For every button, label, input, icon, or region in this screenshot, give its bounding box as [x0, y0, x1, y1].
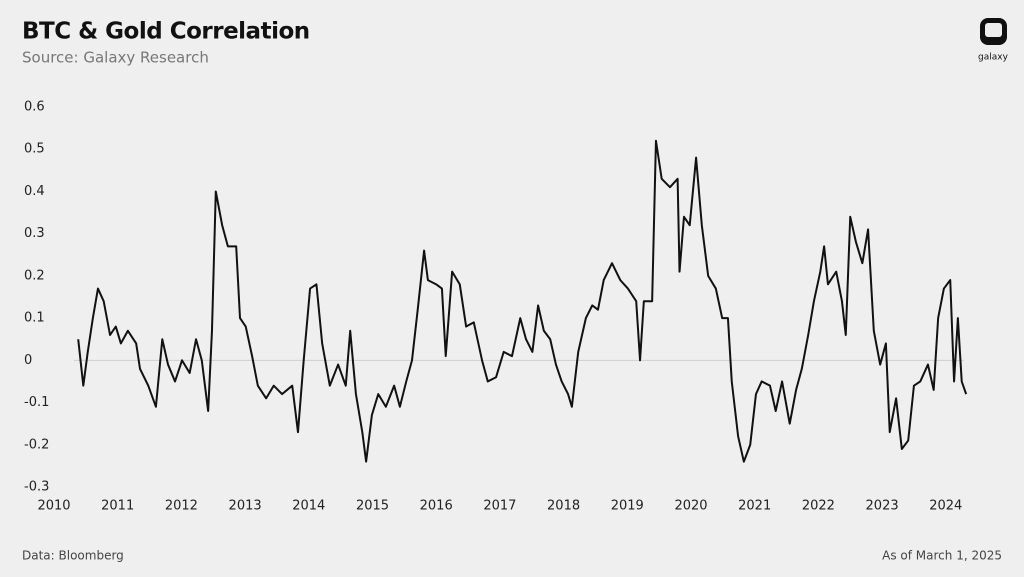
y-tick-label: 0.5 [24, 142, 45, 157]
y-tick-label: 0.4 [24, 184, 45, 199]
series-line [77, 139, 968, 463]
logo: galaxy [978, 18, 1009, 63]
x-tick-label: 2018 [547, 499, 580, 514]
x-tick-label: 2021 [738, 499, 771, 514]
x-tick-label: 2013 [229, 499, 262, 514]
y-tick-label: 0.1 [24, 311, 45, 326]
y-tick-label: -0.2 [24, 437, 49, 452]
x-tick-label: 2024 [929, 499, 962, 514]
x-tick-label: 2015 [356, 499, 389, 514]
y-tick-label: -0.1 [24, 395, 49, 410]
logo-text: galaxy [978, 53, 1009, 63]
x-tick-label: 2023 [866, 499, 899, 514]
x-tick-label: 2016 [420, 499, 453, 514]
y-tick-label: 0.2 [24, 268, 45, 283]
x-tick-label: 2010 [37, 499, 70, 514]
y-tick-label: 0 [24, 353, 32, 368]
y-tick-label: -0.3 [24, 480, 49, 495]
x-tick-label: 2012 [165, 499, 198, 514]
footnote: As of March 1, 2025 [882, 549, 1002, 563]
y-tick-label: 0.3 [24, 226, 45, 241]
x-tick-label: 2011 [101, 499, 134, 514]
y-tick-label: 0.6 [24, 100, 45, 115]
x-tick-label: 2020 [674, 499, 707, 514]
chart-subtitle: Source: Galaxy Research [22, 49, 209, 67]
footnote: Data: Bloomberg [22, 549, 124, 563]
chart-title: BTC & Gold Correlation [22, 19, 310, 45]
x-tick-label: 2022 [802, 499, 835, 514]
x-tick-label: 2019 [611, 499, 644, 514]
logo-icon [985, 23, 1002, 37]
x-tick-label: 2014 [292, 499, 325, 514]
x-tick-label: 2017 [483, 499, 516, 514]
